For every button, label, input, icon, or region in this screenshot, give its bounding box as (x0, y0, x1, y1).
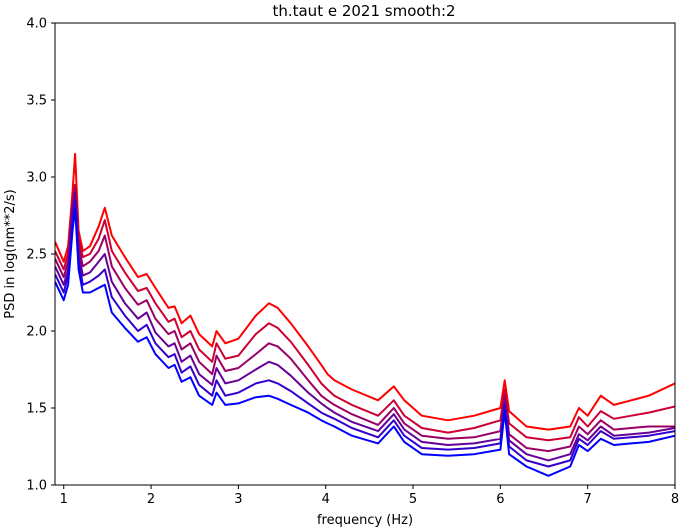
x-tick-label: 4 (322, 492, 330, 507)
plot-frame (54, 22, 676, 486)
x-tick-label: 6 (496, 492, 504, 507)
series-line-6 (55, 206, 675, 477)
y-tick-label: 3.0 (26, 171, 47, 186)
series-line-1 (55, 152, 675, 431)
y-tick-label: 1.0 (26, 479, 47, 494)
x-tick-label: 8 (671, 492, 679, 507)
x-tick-label: 3 (234, 492, 242, 507)
x-axis-label: frequency (Hz) (317, 513, 413, 528)
y-tick-label: 1.5 (26, 402, 47, 417)
series-line-2 (55, 183, 675, 442)
x-tick-label: 5 (409, 492, 417, 507)
y-tick-label: 2.5 (26, 248, 47, 263)
series-line-5 (55, 199, 675, 468)
y-axis-label: PSD in log(nm**2/s) (3, 189, 18, 319)
chart-title: th.taut e 2021 smooth:2 (272, 2, 455, 20)
x-axis: 1 2 3 4 5 6 7 8 (60, 485, 679, 507)
x-tick-label: 7 (584, 492, 592, 507)
y-tick-label: 2.0 (26, 325, 47, 340)
y-tick-label: 3.5 (26, 94, 47, 109)
y-tick-label: 4.0 (26, 17, 47, 32)
series-line-3 (55, 186, 675, 453)
x-tick-label: 2 (147, 492, 155, 507)
series-line-4 (55, 191, 675, 462)
x-tick-label: 1 (60, 492, 68, 507)
series-layer (55, 152, 675, 477)
y-axis: 1.0 1.5 2.0 2.5 3.0 3.5 4.0 (26, 17, 55, 494)
